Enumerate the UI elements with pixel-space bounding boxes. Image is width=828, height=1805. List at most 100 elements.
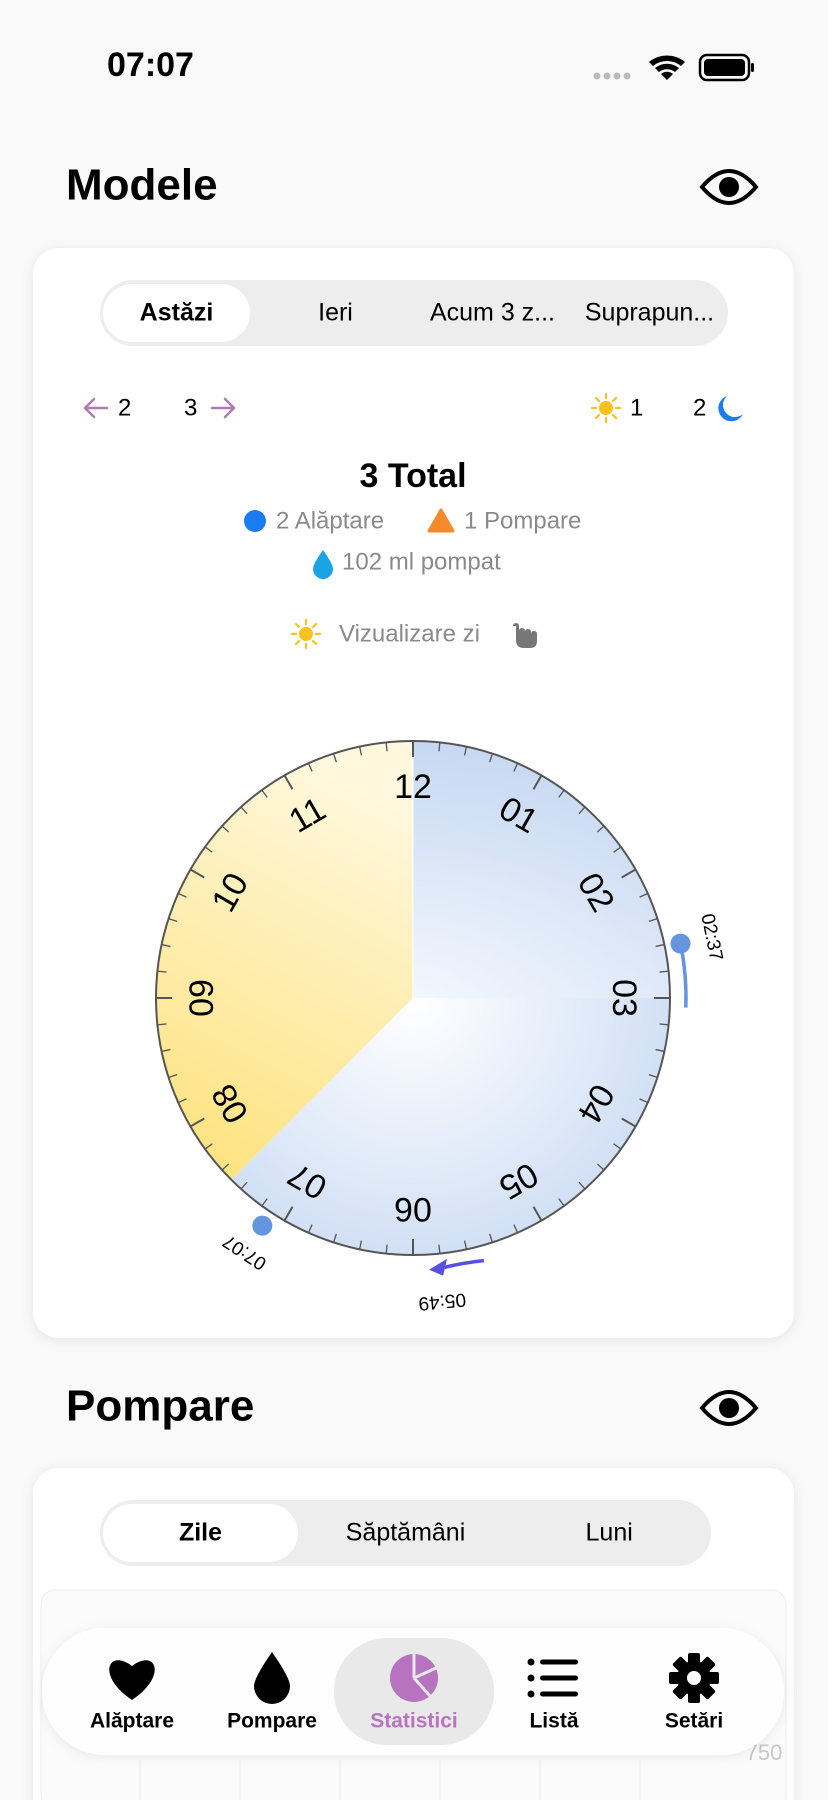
minute-tick bbox=[438, 742, 441, 752]
section-title: Modele bbox=[66, 161, 218, 210]
segment-label: Săptămâni bbox=[346, 1519, 466, 1547]
minute-tick bbox=[655, 943, 665, 948]
minute-tick bbox=[648, 1074, 658, 1079]
minute-tick bbox=[177, 892, 187, 898]
minute-tick bbox=[463, 1240, 468, 1250]
segment-selected bbox=[103, 1504, 298, 1562]
minute-tick bbox=[596, 825, 605, 833]
status-icons bbox=[593, 53, 754, 82]
segment-label: Zile bbox=[179, 1519, 222, 1547]
minute-tick bbox=[613, 1143, 622, 1150]
minute-tick bbox=[578, 806, 586, 815]
segment-label: Astăzi bbox=[140, 299, 214, 327]
hour-tick bbox=[189, 868, 205, 879]
minute-tick bbox=[332, 1233, 337, 1243]
minute-tick bbox=[240, 806, 248, 815]
minute-tick bbox=[596, 1163, 605, 1171]
hour-label: 03 bbox=[605, 979, 643, 1017]
minute-tick bbox=[177, 1098, 187, 1104]
minute-tick bbox=[639, 1098, 649, 1104]
tab-label: Alăptare bbox=[90, 1710, 174, 1733]
tab-icon bbox=[527, 1658, 578, 1698]
minute-tick bbox=[161, 1048, 171, 1053]
tab-label: Pompare bbox=[227, 1710, 317, 1733]
hand-icon bbox=[513, 623, 537, 648]
minute-tick bbox=[489, 1233, 494, 1243]
hour-tick bbox=[283, 1206, 294, 1222]
view-toggle[interactable]: Vizualizare zi bbox=[290, 618, 537, 650]
tab-item[interactable]: Setări bbox=[665, 1653, 723, 1733]
hour-label: 06 bbox=[394, 1190, 432, 1228]
hour-tick bbox=[283, 774, 294, 790]
minute-tick bbox=[240, 1181, 248, 1190]
nav-prev-count: 2 bbox=[118, 394, 131, 421]
minute-tick bbox=[261, 1198, 268, 1207]
minute-tick bbox=[168, 1074, 178, 1079]
hour-tick bbox=[532, 774, 543, 790]
tab-icon bbox=[669, 1653, 719, 1703]
hour-tick bbox=[532, 1206, 543, 1222]
tab-label: Listă bbox=[529, 1710, 578, 1733]
tab-item[interactable]: Statistici bbox=[334, 1638, 494, 1745]
tab-item[interactable]: Pompare bbox=[227, 1652, 317, 1733]
segment-tab[interactable]: Zile bbox=[103, 1504, 298, 1562]
hour-tick bbox=[621, 868, 637, 879]
pumped-text: 102 ml pompat bbox=[342, 548, 501, 575]
segment-selected bbox=[103, 284, 250, 342]
event-time: 05:49 bbox=[418, 1288, 467, 1313]
minute-tick bbox=[157, 970, 167, 973]
minute-tick bbox=[655, 1048, 665, 1053]
minute-tick bbox=[221, 1163, 230, 1171]
feeding-marker bbox=[252, 1215, 273, 1236]
tab-icon bbox=[390, 1654, 438, 1702]
minute-tick bbox=[639, 892, 649, 898]
minute-tick bbox=[558, 1198, 565, 1207]
hour-label: 09 bbox=[183, 979, 221, 1017]
night-sector-top bbox=[413, 741, 670, 998]
tab-item[interactable]: Listă bbox=[527, 1658, 579, 1733]
segmented-control bbox=[100, 280, 728, 346]
status-time: 07:07 bbox=[107, 46, 194, 84]
nav-next[interactable]: 3 bbox=[184, 394, 236, 421]
segment-tab[interactable]: Săptămâni bbox=[346, 1519, 466, 1547]
minute-tick bbox=[463, 746, 468, 756]
minute-tick bbox=[489, 753, 494, 763]
segment-tab[interactable]: Luni bbox=[586, 1519, 633, 1547]
minute-tick bbox=[307, 1224, 313, 1234]
segment-tab[interactable]: Ieri bbox=[318, 299, 353, 327]
minute-tick bbox=[659, 1023, 669, 1026]
drop-icon bbox=[313, 550, 333, 579]
minute-tick bbox=[157, 1023, 167, 1026]
minute-tick bbox=[558, 789, 565, 798]
tab-label: Statistici bbox=[370, 1710, 458, 1733]
tab-icon bbox=[109, 1660, 155, 1700]
minute-tick bbox=[307, 762, 313, 772]
minute-tick bbox=[385, 742, 388, 752]
minute-tick bbox=[204, 846, 213, 853]
view-toggle-label: Vizualizare zi bbox=[339, 620, 480, 647]
eye-toggle[interactable] bbox=[699, 169, 759, 205]
minute-tick bbox=[332, 753, 337, 763]
segment-tab[interactable]: Acum 3 z... bbox=[430, 299, 555, 327]
segment-label: Luni bbox=[586, 1519, 633, 1547]
segment-tab[interactable]: Suprapun... bbox=[585, 299, 714, 327]
legend-dot bbox=[244, 510, 266, 532]
minute-tick bbox=[578, 1181, 586, 1190]
eye-toggle[interactable] bbox=[699, 1390, 759, 1426]
tab-icon bbox=[254, 1652, 290, 1704]
minute-tick bbox=[221, 825, 230, 833]
total: 3 Total bbox=[359, 457, 466, 495]
nav-prev[interactable]: 2 bbox=[83, 394, 131, 421]
tab-item[interactable]: Alăptare bbox=[90, 1660, 174, 1733]
segment-tab[interactable]: Astăzi bbox=[103, 284, 250, 342]
chart-grid bbox=[139, 1760, 641, 1800]
minute-tick bbox=[648, 917, 658, 922]
hour-tick bbox=[621, 1117, 637, 1128]
day-sector bbox=[156, 741, 413, 1180]
minute-tick bbox=[168, 917, 178, 922]
segment-label: Acum 3 z... bbox=[430, 299, 555, 327]
pumping-arrow bbox=[429, 1258, 448, 1276]
